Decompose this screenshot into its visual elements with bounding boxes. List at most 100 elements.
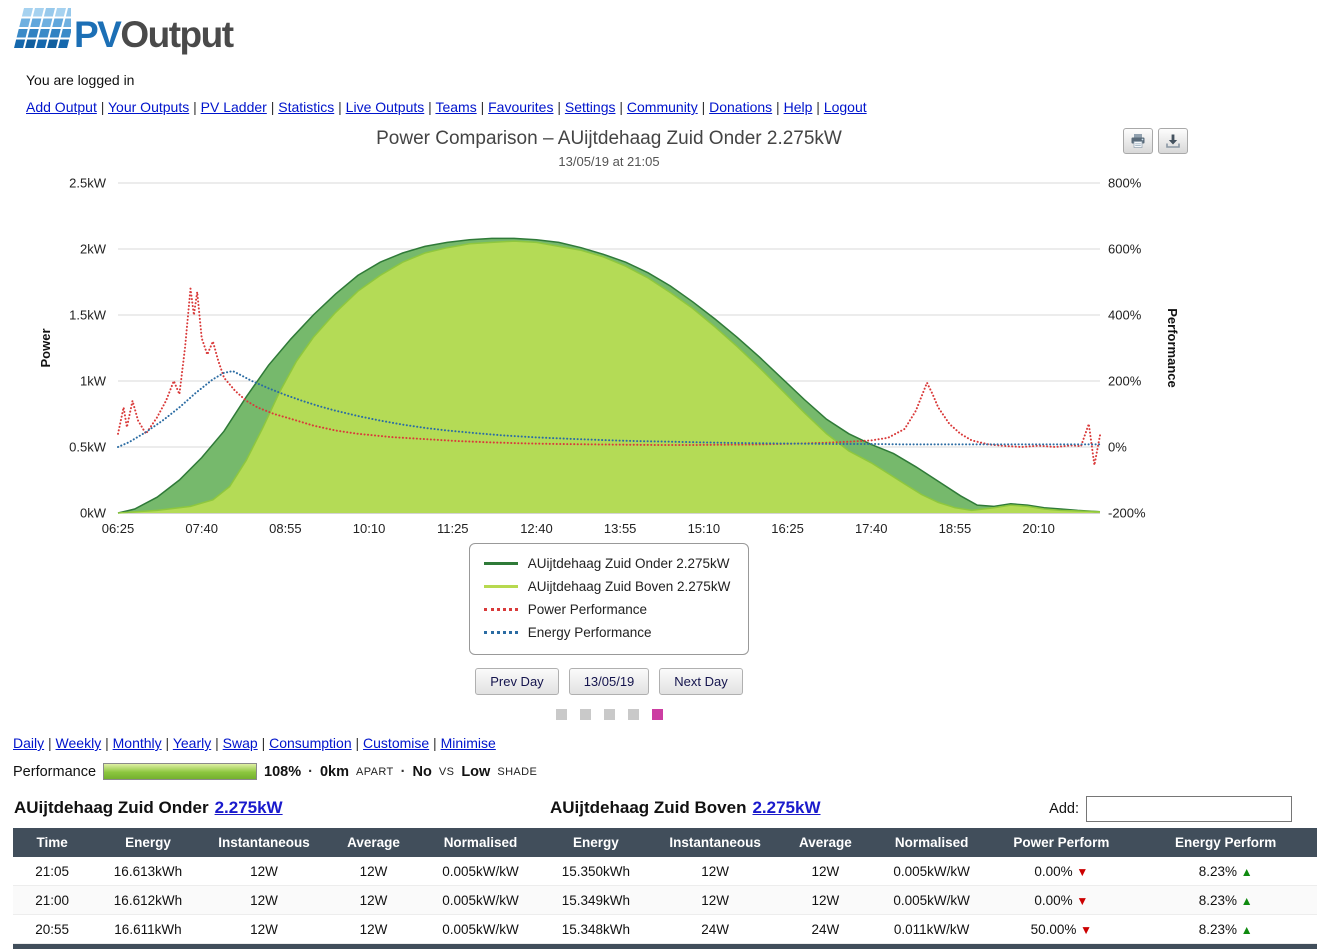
download-icon (1166, 134, 1180, 148)
separator: | (257, 735, 270, 751)
shade-compare-a: No (412, 763, 432, 780)
print-icon (1131, 134, 1145, 148)
right-system-size-link[interactable]: 2.275kW (752, 798, 821, 817)
distance-value: 0km (319, 763, 349, 780)
percent-value: 0.00% (1034, 892, 1077, 908)
value-cell: 0.005kW/kW (423, 885, 538, 915)
time-cell: 20:55 (13, 914, 92, 944)
page-dot[interactable] (603, 709, 615, 720)
up-triangle-icon: ▲ (1240, 922, 1253, 937)
svg-text:Power: Power (40, 328, 53, 367)
chart-legend: AUijtdehaag Zuid Onder 2.275kW AUijtdehaa… (468, 543, 750, 655)
nav-statistics[interactable]: Statistics (278, 99, 335, 115)
shade-compare-b: Low (461, 763, 491, 780)
table-row: 21:05 16.613kWh 12W 12W 0.005kW/kW 15.350kWh 1… (13, 857, 1317, 886)
page-dot[interactable] (627, 709, 639, 720)
column-header-power-perform: Power Perform (988, 828, 1135, 857)
next-section-header-strip (13, 944, 1317, 949)
view-daily[interactable]: Daily (13, 735, 45, 751)
separator: | (553, 99, 565, 115)
value-cell: 15.348kWh (537, 914, 655, 944)
value-cell: 12W (654, 885, 776, 915)
next-day-button[interactable]: Next Day (659, 668, 743, 695)
value-cell: 0.011kW/kW (874, 914, 989, 944)
value-cell: 0.005kW/kW (874, 857, 989, 886)
view-consumption[interactable]: Consumption (269, 735, 352, 751)
time-cell: 21:05 (13, 857, 92, 886)
percent-value: 50.00% (1030, 921, 1081, 937)
view-weekly[interactable]: Weekly (55, 735, 102, 751)
page-dot-active[interactable] (651, 709, 663, 720)
view-monthly[interactable]: Monthly (112, 735, 162, 751)
nav-add-output[interactable]: Add Output (26, 99, 97, 115)
nav-settings[interactable]: Settings (564, 99, 616, 115)
nav-community[interactable]: Community (626, 99, 698, 115)
column-header-average: Average (323, 828, 424, 857)
download-button[interactable] (1158, 128, 1188, 154)
shade-label: SHADE (497, 765, 538, 778)
system-titles-row: AUijtdehaag Zuid Onder 2.275kW AUijtdehaa… (0, 792, 1330, 828)
right-system-title: AUijtdehaag Zuid Boven 2.275kW (550, 798, 821, 818)
value-cell: 16.611kWh (91, 914, 205, 944)
left-system-size-link[interactable]: 2.275kW (214, 798, 283, 817)
apart-label: APART (355, 765, 394, 778)
performance-label: Performance (13, 763, 97, 780)
view-swap[interactable]: Swap (222, 735, 258, 751)
nav-teams[interactable]: Teams (435, 99, 477, 115)
legend-line-sample (483, 562, 518, 565)
svg-text:13:55: 13:55 (604, 521, 637, 536)
view-customise[interactable]: Customise (363, 735, 430, 751)
separator-dot: · (400, 763, 406, 780)
nav-donations[interactable]: Donations (709, 99, 773, 115)
value-cell: 0.005kW/kW (874, 885, 989, 915)
svg-text:1.5kW: 1.5kW (69, 308, 107, 323)
svg-text:17:40: 17:40 (855, 521, 888, 536)
logo-pv: PV (74, 13, 122, 55)
nav-pv-ladder[interactable]: PV Ladder (200, 99, 267, 115)
svg-text:18:55: 18:55 (939, 521, 972, 536)
svg-text:600%: 600% (1108, 242, 1142, 257)
percent-value: 8.23% (1198, 892, 1241, 908)
legend-line-sample (483, 608, 518, 611)
chart-title: Power Comparison – AUijtdehaag Zuid Onde… (376, 128, 842, 149)
comparison-table: Time Energy Instantaneous Average Normalised… (13, 828, 1317, 944)
nav-help[interactable]: Help (783, 99, 813, 115)
page-dot[interactable] (579, 709, 591, 720)
view-yearly[interactable]: Yearly (172, 735, 212, 751)
separator: | (44, 735, 56, 751)
down-triangle-icon: ▼ (1076, 864, 1089, 879)
svg-text:-200%: -200% (1108, 506, 1146, 521)
performance-percent: 108% (264, 763, 302, 780)
pvoutput-logo[interactable]: PVOutput (13, 8, 234, 53)
legend-label: Power Performance (527, 602, 647, 617)
view-minimise[interactable]: Minimise (440, 735, 496, 751)
separator: | (211, 735, 223, 751)
main-nav: Add Output | Your Outputs | PV Ladder | … (26, 99, 1330, 115)
logo-output: Output (120, 13, 234, 55)
print-button[interactable] (1123, 128, 1153, 154)
value-cell: 24W (775, 914, 875, 944)
down-triangle-icon: ▼ (1080, 922, 1093, 937)
percent-value: 8.23% (1198, 921, 1241, 937)
nav-favourites[interactable]: Favourites (488, 99, 554, 115)
value-cell: 12W (323, 914, 424, 944)
column-header-instantaneous: Instantaneous (654, 828, 776, 857)
nav-logout[interactable]: Logout (823, 99, 867, 115)
value-cell: 12W (323, 857, 424, 886)
legend-label: AUijtdehaag Zuid Onder 2.275kW (527, 556, 730, 571)
add-system-input[interactable] (1086, 796, 1292, 822)
separator: | (772, 99, 784, 115)
up-triangle-icon: ▲ (1240, 893, 1253, 908)
legend-item: Power Performance (483, 598, 731, 621)
nav-live-outputs[interactable]: Live Outputs (345, 99, 425, 115)
table-header-row: Time Energy Instantaneous Average Normalised… (13, 828, 1317, 857)
prev-day-button[interactable]: Prev Day (475, 668, 559, 695)
add-label: Add: (1049, 801, 1079, 817)
chart-subtitle: 13/05/19 at 21:05 (558, 154, 660, 169)
value-cell: 12W (204, 857, 324, 886)
nav-your-outputs[interactable]: Your Outputs (108, 99, 190, 115)
column-header-instantaneous: Instantaneous (204, 828, 324, 857)
page-dot[interactable] (555, 709, 567, 720)
legend-line-sample (483, 631, 518, 634)
date-button[interactable]: 13/05/19 (568, 668, 650, 695)
